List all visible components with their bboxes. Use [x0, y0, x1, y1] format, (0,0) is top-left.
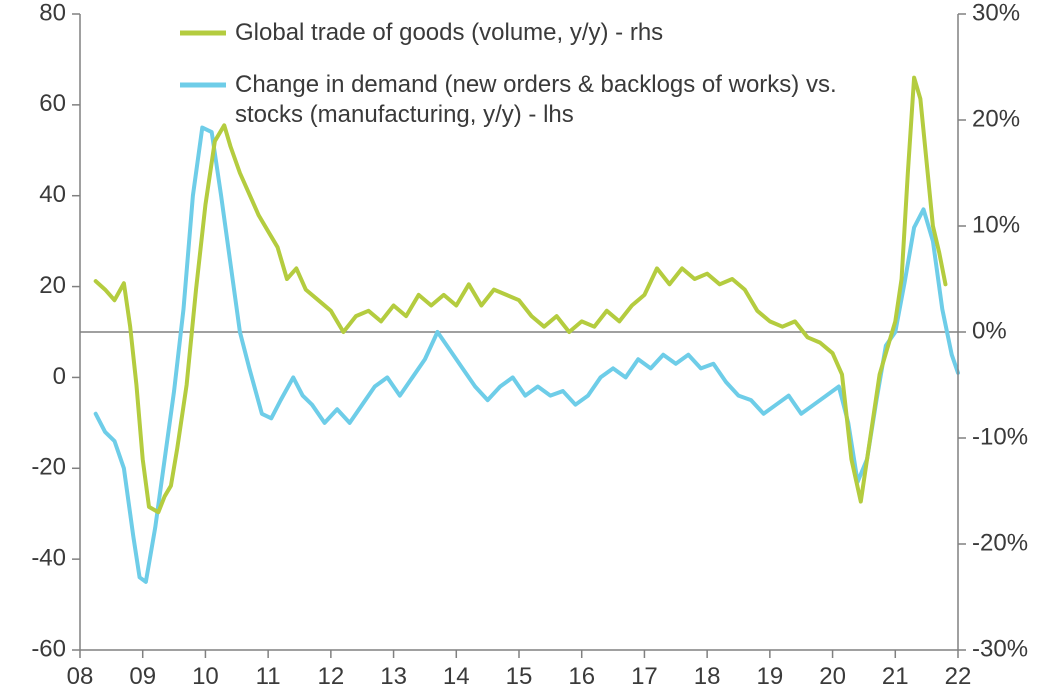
x-tick-label: 14: [443, 663, 470, 690]
x-tick-label: 21: [882, 663, 909, 690]
x-tick-label: 15: [506, 663, 533, 690]
legend-swatch: [180, 31, 226, 36]
legend-label: Global trade of goods (volume, y/y) - rh…: [235, 19, 663, 46]
dual-axis-line-chart: -60 -40 -20 0 20 40 60 80 -30% -20% -10% 0% 10% 20% 30…: [0, 0, 1058, 700]
x-tick-label: 13: [380, 663, 407, 690]
x-tick-label: 08: [67, 663, 94, 690]
x-tick-label: 09: [129, 663, 156, 690]
x-tick-label: 19: [757, 663, 784, 690]
y-left-tick-label: -40: [31, 544, 66, 571]
y-right-tick-label: 30%: [972, 0, 1020, 26]
y-left-tick-label: 0: [53, 363, 66, 390]
x-tick-label: 20: [819, 663, 846, 690]
x-tick-label: 16: [568, 663, 595, 690]
legend-swatch: [180, 83, 226, 88]
legend-label: Change in demand (new orders & backlogs …: [235, 71, 837, 98]
y-left-tick-label: -20: [31, 454, 66, 481]
y-left-tick-label: -60: [31, 635, 66, 662]
x-tick-label: 10: [192, 663, 219, 690]
y-right-tick-label: 10%: [972, 211, 1020, 238]
y-right-tick-label: -20%: [972, 529, 1028, 556]
x-tick-label: 18: [694, 663, 721, 690]
x-tick-label: 12: [318, 663, 345, 690]
legend-label: stocks (manufacturing, y/y) - lhs: [235, 101, 574, 128]
y-right-tick-label: 0%: [972, 317, 1007, 344]
x-tick-label: 11: [256, 663, 281, 690]
x-tick-label: 17: [631, 663, 658, 690]
x-tick-label: 22: [945, 663, 972, 690]
y-left-tick-label: 40: [39, 181, 66, 208]
y-left-tick-label: 60: [39, 90, 66, 117]
y-right-tick-label: 20%: [972, 105, 1020, 132]
y-right-tick-label: -30%: [972, 635, 1028, 662]
y-left-tick-label: 20: [39, 272, 66, 299]
y-right-tick-label: -10%: [972, 423, 1028, 450]
y-left-tick-label: 80: [39, 0, 66, 26]
